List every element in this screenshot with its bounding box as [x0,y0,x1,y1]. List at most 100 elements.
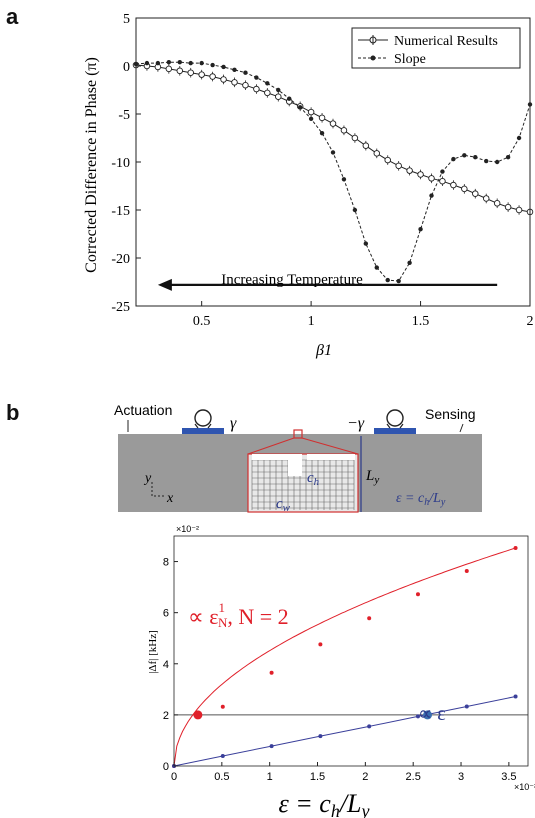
series-slope-point [254,75,259,80]
series-slope-point [221,64,226,70]
series-linear-point [269,744,274,749]
sensing-label: Sensing [425,406,476,422]
series-numerical-point [220,76,227,83]
series-numerical-point [504,203,512,211]
series-slope-line [135,61,531,282]
series-numerical-point [417,171,424,178]
series-slope-point [363,241,369,246]
series-numerical-point [472,190,479,197]
series-slope-point [276,87,281,93]
series-slope-point [232,67,237,73]
series-slope-point [396,278,401,284]
series-numerical-point [482,195,490,202]
series-sqrt-point [415,592,420,597]
series-slope-point [516,135,522,141]
actuation-label: Actuation [114,402,172,418]
axis-y-label: y [143,471,152,486]
series-slope-point [265,81,270,86]
series-slope-point [429,193,434,198]
series-numerical-point [165,65,173,73]
chart-a-xtick-label: 1 [308,314,315,329]
chart-a-xtick-label: 2 [527,314,534,329]
series-slope-point [210,62,215,68]
chart-b-y-multiplier: ×10⁻² [176,524,199,534]
series-numerical-point [384,156,391,164]
series-sqrt-point [318,642,323,647]
chart-a-ytick-label: 5 [123,12,130,27]
chart-a-xtick-label: 1.5 [412,314,430,329]
chart-a-ylabel: Corrected Difference in Phase (π) [83,57,100,273]
series-slope-point [494,159,500,165]
chart-b-xtick-label: 3.5 [501,771,516,783]
chart-b-ylabel: |Δf| [kHz] [147,630,159,674]
series-numerical-point [373,150,381,157]
chart-a-ytick-label: -25 [111,300,130,315]
series-slope-point [352,207,358,213]
series-numerical-point [242,81,249,89]
sensor-transducer [374,428,416,434]
legend-marker-slope [370,55,376,61]
temperature-annotation: Increasing Temperature [221,272,363,288]
chart-a-ytick-label: -5 [118,108,130,123]
chart-a: 5 0 -5 -10 -15 -20 -25 0.5 1 1.5 2 Corrected Diffe… [83,12,534,359]
series-slope-point [418,227,423,232]
chart-b-frame [173,535,529,767]
epsilon-definition: ε = ch/Ly [396,491,446,508]
chart-b-ytick-label: 0 [163,761,169,773]
chart-b-xtick-label: 0.5 [214,771,229,783]
series-sqrt-point [269,670,274,675]
series-slope-point [462,153,467,158]
series-numerical-point [515,206,523,214]
local-axes: y x [143,471,174,506]
series-slope-point [374,265,379,270]
chart-b-xtick-label: 3 [458,771,464,783]
series-numerical-point [307,108,315,116]
series-linear-point [513,694,518,699]
defect-marker [293,429,303,439]
series-slope-point [341,177,347,182]
chart-b-annotation-blue: ∝ ε [418,703,446,725]
chart-b-x-multiplier: ×10⁻² [514,782,535,792]
chart-b-highlight-point [423,710,433,720]
series-slope-point [166,59,172,65]
chart-b-xtick-label: 1.5 [310,771,325,783]
chart-b-xlabel: ε = ch/Ly [278,789,369,818]
series-numerical-point [187,69,194,76]
chart-a-ytick-label: 0 [123,60,130,75]
legend-label-slope: Slope [394,52,426,67]
series-slope-point [297,105,303,110]
chart-a-legend: Numerical Results Slope [351,27,521,69]
sensor-coil-icon [386,409,404,427]
series-numerical-point [395,162,402,170]
chart-b-ytick-label: 6 [163,608,169,620]
series-linear-point [318,734,323,739]
series-slope-point [308,116,314,122]
series-numerical-point [351,134,359,142]
axis-x-label: x [166,491,174,506]
chart-b-annotation-red: ∝ ε1 N, N = 2 [188,600,289,630]
plate-diagram: Actuation Sensing γ −γ ch cw Ly ε = ch/L… [114,402,482,514]
series-slope-point [177,59,182,65]
series-sqrt-point [464,569,469,574]
panel-label-b: b [6,400,20,425]
chart-b-xtick-label: 1 [267,771,273,783]
series-linear-point [464,704,469,709]
gamma-left-label: γ [230,415,237,432]
chart-a-ytick-label: -15 [111,204,130,219]
series-slope-point [385,277,390,283]
series-slope-point [155,60,161,66]
series-slope-point [243,70,248,75]
defect-zoom-inset [247,453,359,513]
chart-b-ytick-label: 2 [163,710,169,722]
series-slope-point [484,158,489,164]
series-numerical-point [253,85,260,93]
series-numerical-point [450,181,457,189]
series-sqrt-line [173,547,516,767]
chart-b-xtick-label: 2.5 [406,771,421,783]
chart-b-highlight-point [193,710,203,720]
series-slope-point [188,60,193,66]
panel-label-a: a [6,4,19,29]
chart-a-ytick-label: -20 [111,252,130,267]
series-linear-point [220,754,225,759]
series-numerical-point [439,177,446,185]
